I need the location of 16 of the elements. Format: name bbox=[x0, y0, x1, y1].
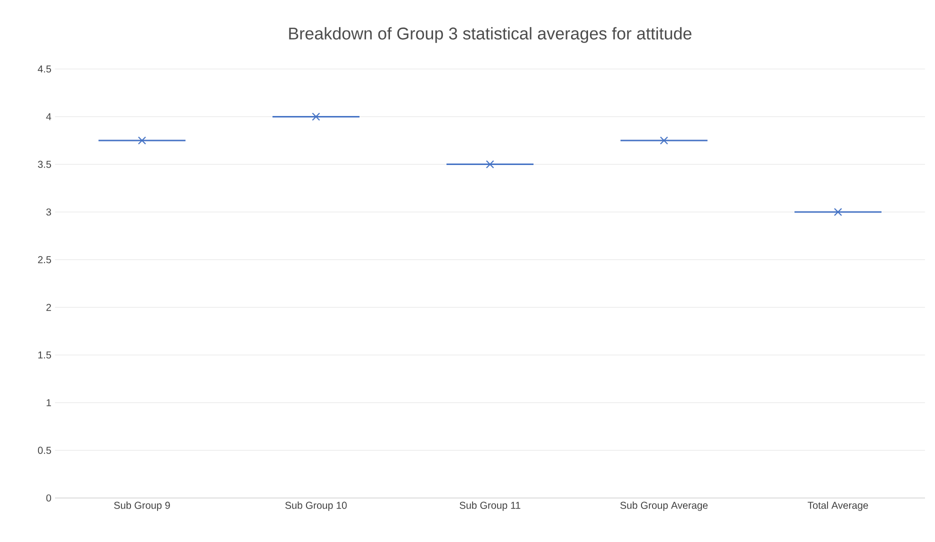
y-tick-label: 2.5 bbox=[38, 256, 52, 264]
y-tick-label: 2 bbox=[46, 304, 51, 311]
y-tick-label: 1.5 bbox=[38, 352, 52, 358]
y-tick-label: 4.5 bbox=[38, 66, 52, 72]
y-tick-label: 3 bbox=[46, 208, 52, 216]
y-tick-label: 4 bbox=[46, 113, 52, 120]
x-tick-label: Sub Group 9 bbox=[114, 502, 170, 511]
y-tick-label: 1 bbox=[46, 399, 51, 406]
chart-title: Breakdown of Group 3 statistical averages for attitude bbox=[289, 27, 692, 43]
y-tick-label: 0 bbox=[46, 494, 52, 502]
x-tick-label: Sub Group 11 bbox=[460, 502, 520, 511]
y-tick-label: 0.5 bbox=[38, 446, 52, 454]
x-tick-label: Sub Group 10 bbox=[285, 502, 347, 511]
x-tick-label: Sub Group Average bbox=[620, 502, 708, 511]
y-tick-label: 3.5 bbox=[38, 160, 52, 168]
x-tick-label: Total Average bbox=[808, 502, 868, 511]
